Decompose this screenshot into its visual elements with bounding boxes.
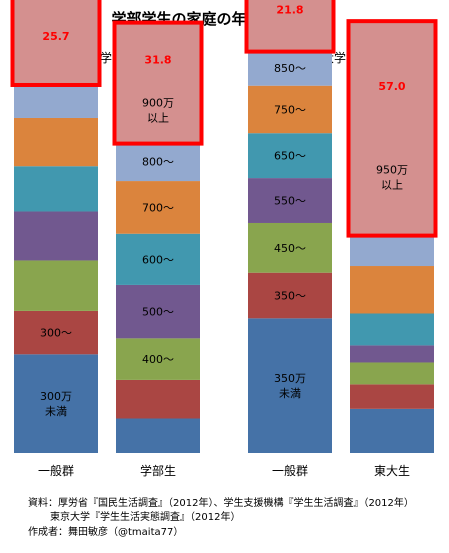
- bar-segment: [14, 354, 98, 453]
- segment-label: 650〜: [274, 150, 306, 163]
- segment-label: 850〜: [274, 62, 306, 75]
- bar-segment: [248, 85, 332, 134]
- category-label: 一般群: [272, 463, 308, 478]
- bar-segment: [248, 50, 332, 86]
- bar-segment: [248, 178, 332, 223]
- segment-label: 450〜: [274, 242, 306, 255]
- bar-segment: [116, 379, 200, 419]
- bar-segment: [14, 0, 98, 84]
- segment-label: 350〜: [274, 290, 306, 303]
- bar-segment: [350, 234, 434, 267]
- segment-label: 700〜: [142, 201, 174, 214]
- segment-label: 550〜: [274, 195, 306, 208]
- segment-label: 350万未満: [274, 372, 306, 400]
- category-label: 一般群: [38, 463, 74, 478]
- category-label: 東大生: [374, 464, 410, 478]
- segment-label: 500〜: [142, 306, 174, 319]
- bar-segment: [116, 181, 200, 234]
- source-line-1: 資料：厚労省『国民生活調査』（2012年）、学生支援機構『学生生活調査』（201…: [28, 498, 414, 509]
- value-label: 31.8: [144, 54, 171, 67]
- bar-segment: [350, 345, 434, 363]
- bar-segment: [248, 133, 332, 179]
- segment-label: 800〜: [142, 156, 174, 169]
- bar-segment: [116, 233, 200, 285]
- bar-segment: [14, 260, 98, 311]
- bar-segment: [116, 418, 200, 453]
- bar-segment: [248, 0, 332, 51]
- bar-segment: [248, 318, 332, 453]
- bar-segment: [116, 142, 200, 182]
- segment-label: 400〜: [142, 353, 174, 366]
- bar-segment: [14, 211, 98, 261]
- value-label: 21.8: [276, 4, 303, 17]
- bar-segment: [116, 24, 200, 143]
- value-label: 57.0: [378, 80, 405, 93]
- highlight-box: [10, 0, 102, 87]
- bar-segment: [350, 362, 434, 385]
- highlight-box: [346, 19, 438, 238]
- bar-segment: [350, 266, 434, 314]
- segment-label: 600〜: [142, 253, 174, 266]
- bar-segment: [248, 222, 332, 273]
- category-label: 学部生: [140, 463, 176, 478]
- bar-segment: [350, 408, 434, 453]
- bar-segment: [14, 310, 98, 355]
- bar-segment: [116, 338, 200, 380]
- bar-segment: [14, 83, 98, 118]
- segment-label: 900万以上: [142, 97, 174, 125]
- bar-segment: [350, 313, 434, 346]
- highlight-box: [112, 20, 204, 146]
- highlight-box: [244, 0, 336, 54]
- value-label: 25.7: [42, 30, 69, 43]
- segment-label: 300〜: [40, 327, 72, 340]
- bar-segment: [248, 272, 332, 319]
- segment-label: 300万未満: [40, 390, 72, 418]
- bar-segment: [14, 166, 98, 212]
- author-line: 作成者：舞田敏彦（@tmaita77）: [28, 527, 184, 538]
- bar-segment: [350, 384, 434, 409]
- bar-segment: [14, 117, 98, 167]
- bar-segment: [350, 22, 434, 235]
- bar-segment: [116, 284, 200, 339]
- segment-label: 950万以上: [376, 164, 408, 192]
- segment-label: 750〜: [274, 103, 306, 116]
- source-line-2: 東京大学『学生生活実態調査』（2012年）: [50, 512, 241, 523]
